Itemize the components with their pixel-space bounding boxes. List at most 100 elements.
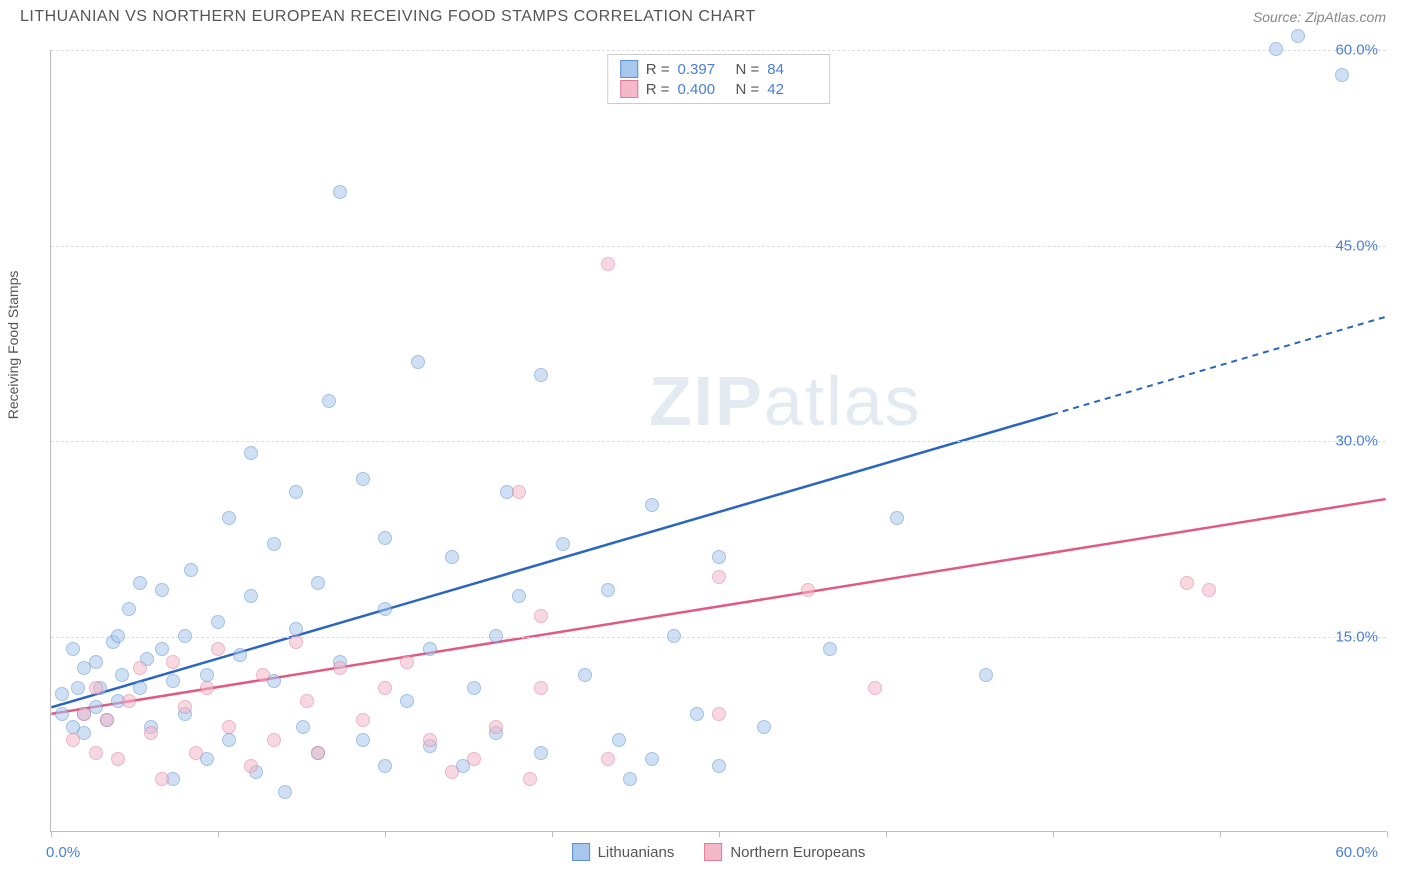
data-point	[189, 746, 203, 760]
series-legend-item: Lithuanians	[572, 843, 675, 861]
data-point	[222, 511, 236, 525]
data-point	[378, 759, 392, 773]
data-point	[55, 707, 69, 721]
data-point	[556, 537, 570, 551]
data-point	[645, 498, 659, 512]
data-point	[66, 642, 80, 656]
data-point	[534, 609, 548, 623]
data-point	[712, 759, 726, 773]
legend-row: R = 0.397N = 84	[620, 59, 818, 79]
correlation-legend: R = 0.397N = 84R = 0.400N = 42	[607, 54, 831, 104]
data-point	[256, 668, 270, 682]
data-point	[601, 257, 615, 271]
y-axis-title: Receiving Food Stamps	[5, 270, 21, 419]
data-point	[868, 681, 882, 695]
data-point	[523, 772, 537, 786]
data-point	[467, 681, 481, 695]
data-point	[322, 394, 336, 408]
data-point	[244, 759, 258, 773]
data-point	[211, 642, 225, 656]
data-point	[1180, 576, 1194, 590]
data-point	[222, 733, 236, 747]
data-point	[289, 485, 303, 499]
x-tick	[886, 831, 887, 837]
data-point	[100, 713, 114, 727]
y-tick-label: 15.0%	[1335, 628, 1378, 645]
gridline	[51, 441, 1386, 442]
data-point	[1269, 42, 1283, 56]
data-point	[155, 583, 169, 597]
y-tick-label: 45.0%	[1335, 237, 1378, 254]
data-point	[445, 550, 459, 564]
data-point	[400, 694, 414, 708]
data-point	[757, 720, 771, 734]
series-legend: Lithuanians Northern Europeans	[572, 843, 866, 861]
data-point	[133, 661, 147, 675]
y-tick-label: 30.0%	[1335, 433, 1378, 450]
data-point	[712, 550, 726, 564]
data-point	[400, 655, 414, 669]
data-point	[89, 681, 103, 695]
x-tick	[552, 831, 553, 837]
data-point	[166, 674, 180, 688]
scatter-chart: Receiving Food Stamps ZIPatlas R = 0.397…	[50, 50, 1386, 832]
data-point	[979, 668, 993, 682]
data-point	[211, 615, 225, 629]
data-point	[184, 563, 198, 577]
gridline	[51, 50, 1386, 51]
data-point	[115, 668, 129, 682]
x-tick	[218, 831, 219, 837]
data-point	[155, 772, 169, 786]
data-point	[601, 752, 615, 766]
data-point	[200, 668, 214, 682]
data-point	[166, 655, 180, 669]
data-point	[623, 772, 637, 786]
source-attribution: Source: ZipAtlas.com	[1253, 9, 1386, 25]
data-point	[111, 629, 125, 643]
data-point	[645, 752, 659, 766]
data-point	[801, 583, 815, 597]
data-point	[512, 485, 526, 499]
data-point	[71, 681, 85, 695]
data-point	[333, 661, 347, 675]
data-point	[423, 642, 437, 656]
gridline	[51, 637, 1386, 638]
data-point	[378, 602, 392, 616]
data-point	[445, 765, 459, 779]
x-tick	[385, 831, 386, 837]
data-point	[356, 713, 370, 727]
data-point	[1335, 68, 1349, 82]
data-point	[311, 746, 325, 760]
data-point	[200, 681, 214, 695]
x-axis-min-label: 0.0%	[46, 844, 80, 861]
data-point	[77, 707, 91, 721]
data-point	[244, 446, 258, 460]
data-point	[267, 537, 281, 551]
data-point	[278, 785, 292, 799]
data-point	[423, 733, 437, 747]
data-point	[578, 668, 592, 682]
data-point	[1291, 29, 1305, 43]
data-point	[133, 576, 147, 590]
data-point	[489, 720, 503, 734]
data-point	[311, 576, 325, 590]
data-point	[467, 752, 481, 766]
data-point	[133, 681, 147, 695]
data-point	[222, 720, 236, 734]
data-point	[300, 694, 314, 708]
data-point	[378, 681, 392, 695]
legend-row: R = 0.400N = 42	[620, 79, 818, 99]
x-tick	[51, 831, 52, 837]
data-point	[667, 629, 681, 643]
x-tick	[1053, 831, 1054, 837]
data-point	[534, 368, 548, 382]
data-point	[289, 622, 303, 636]
data-point	[155, 642, 169, 656]
data-point	[178, 629, 192, 643]
data-point	[823, 642, 837, 656]
data-point	[289, 635, 303, 649]
data-point	[144, 726, 158, 740]
series-legend-item: Northern Europeans	[704, 843, 865, 861]
x-axis-max-label: 60.0%	[1335, 844, 1378, 861]
data-point	[244, 589, 258, 603]
